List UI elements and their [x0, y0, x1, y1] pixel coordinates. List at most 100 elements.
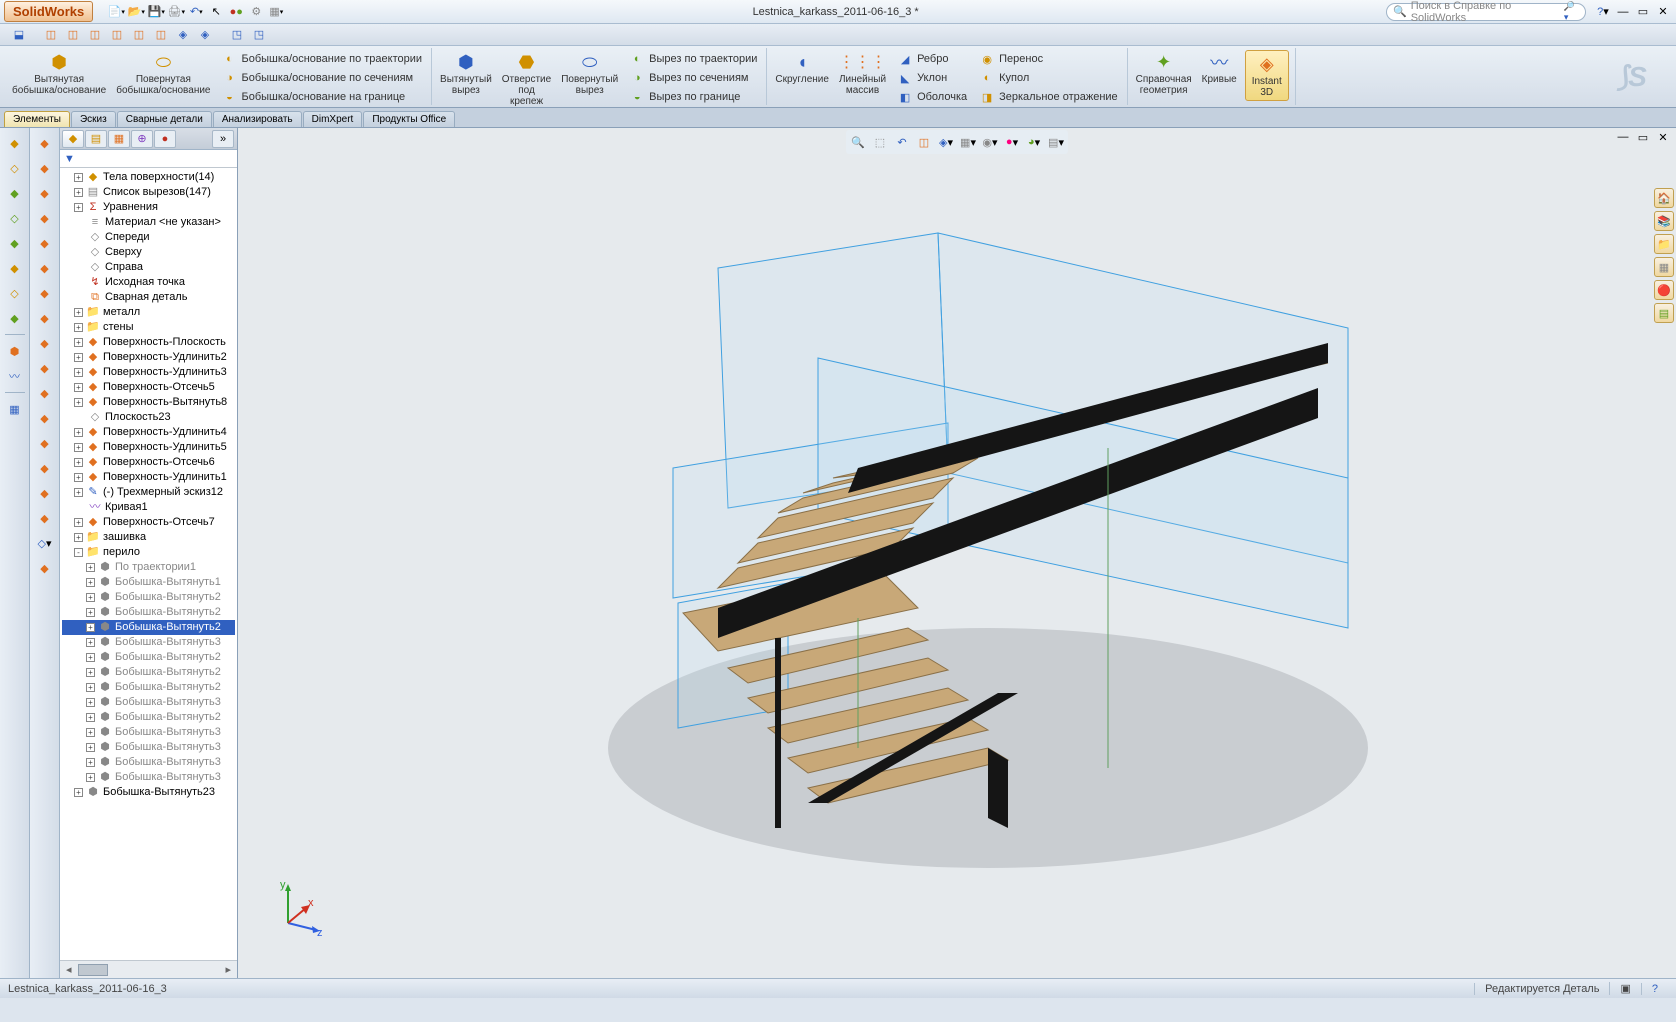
tree-item[interactable]: +⬢Бобышка-Вытянуть2	[62, 590, 235, 605]
extruded-boss-button[interactable]: ⬢ Вытянутаябобышка/основание	[10, 50, 108, 106]
status-icon2[interactable]: ?	[1641, 983, 1668, 995]
tree-item[interactable]: +◆Поверхность-Плоскость	[62, 335, 235, 350]
tree-item[interactable]: +✎(-) Трехмерный эскиз12	[62, 485, 235, 500]
tree-expander[interactable]: +	[86, 563, 95, 572]
tree-item[interactable]: +⬢Бобышка-Вытянуть2	[62, 650, 235, 665]
tree-expander[interactable]: +	[74, 518, 83, 527]
tree-item[interactable]: ◇Плоскость23	[62, 410, 235, 425]
vt2-btn2[interactable]: ◆	[34, 157, 56, 179]
vt2-btn7[interactable]: ◆	[34, 282, 56, 304]
tree-expander[interactable]: +	[74, 173, 83, 182]
tree-expander[interactable]: +	[74, 308, 83, 317]
view-bottom-button[interactable]: ◫	[152, 26, 170, 44]
tree-expander[interactable]: +	[86, 743, 95, 752]
feature-tree[interactable]: +◆Тела поверхности(14)+▤Список вырезов(1…	[60, 168, 237, 960]
search-go-icon[interactable]: 🔎▾	[1564, 1, 1579, 23]
vt1-btn10[interactable]: 〰	[4, 365, 26, 387]
tree-expander[interactable]: +	[74, 353, 83, 362]
vt1-btn2[interactable]: ◇	[4, 157, 26, 179]
tree-item[interactable]: +◆Поверхность-Удлинить4	[62, 425, 235, 440]
orientation-triad[interactable]: y z x	[268, 878, 328, 938]
tree-expander[interactable]: +	[74, 203, 83, 212]
tree-item[interactable]: ◇Спереди	[62, 230, 235, 245]
vt2-btn12[interactable]: ◆	[34, 407, 56, 429]
tree-item[interactable]: +⬢Бобышка-Вытянуть2	[62, 665, 235, 680]
minimize-button[interactable]: —	[1614, 4, 1632, 20]
close-button[interactable]: ✕	[1654, 4, 1672, 20]
help-button[interactable]: ?▾	[1594, 4, 1612, 20]
vt2-btn11[interactable]: ◆	[34, 382, 56, 404]
taskpane-resources[interactable]: 🏠	[1654, 188, 1674, 208]
tree-item[interactable]: +⬢Бобышка-Вытянуть3	[62, 695, 235, 710]
vt2-btn16[interactable]: ◆	[34, 507, 56, 529]
tree-item[interactable]: +ΣУравнения	[62, 200, 235, 215]
tree-expander[interactable]: +	[74, 788, 83, 797]
tree-item[interactable]: +▤Список вырезов(147)	[62, 185, 235, 200]
vt2-btn17[interactable]: ◇▾	[34, 532, 56, 554]
tree-expander[interactable]: +	[74, 488, 83, 497]
tree-item[interactable]: +⬢Бобышка-Вытянуть2	[62, 680, 235, 695]
cm-tab-сварные-детали[interactable]: Сварные детали	[117, 111, 212, 127]
view-left-button[interactable]: ◫	[86, 26, 104, 44]
tree-item[interactable]: ≡Материал <не указан>	[62, 215, 235, 230]
rib-button[interactable]: ◢Ребро	[894, 50, 970, 68]
dome-button[interactable]: ◐Купол	[976, 69, 1121, 87]
tree-tab-more[interactable]: »	[212, 130, 234, 148]
tree-tab-featuremanager[interactable]: ◆	[62, 130, 84, 148]
taskpane-file-explorer[interactable]: 📁	[1654, 234, 1674, 254]
vt1-btn6[interactable]: ◆	[4, 257, 26, 279]
tree-item[interactable]: +📁стены	[62, 320, 235, 335]
tree-expander[interactable]: +	[86, 578, 95, 587]
view-right-button[interactable]: ◫	[108, 26, 126, 44]
tree-item[interactable]: +◆Поверхность-Отсечь7	[62, 515, 235, 530]
tree-expander[interactable]: +	[74, 188, 83, 197]
qat-options-button[interactable]: ⚙	[247, 3, 265, 21]
tree-expander[interactable]: +	[86, 668, 95, 677]
tree-item[interactable]: +⬢Бобышка-Вытянуть3	[62, 740, 235, 755]
tree-expander[interactable]: +	[74, 398, 83, 407]
vt1-btn5[interactable]: ◆	[4, 232, 26, 254]
tree-item[interactable]: +◆Поверхность-Вытянуть8	[62, 395, 235, 410]
boundary-boss-button[interactable]: ◒Бобышка/основание на границе	[219, 88, 426, 106]
tree-tab-dimxpert[interactable]: ⊕	[131, 130, 153, 148]
view-cube2-button[interactable]: ◳	[250, 26, 268, 44]
tree-item[interactable]: +📁зашивка	[62, 530, 235, 545]
doc-minimize-button[interactable]: —	[1614, 129, 1632, 145]
tree-item[interactable]: +⬢Бобышка-Вытянуть2	[62, 620, 235, 635]
vt1-btn8[interactable]: ◆	[4, 307, 26, 329]
view-front-button[interactable]: ◫	[42, 26, 60, 44]
vt1-btn4[interactable]: ◇	[4, 207, 26, 229]
tree-item[interactable]: +◆Поверхность-Отсечь5	[62, 380, 235, 395]
wrap-button[interactable]: ◉Перенос	[976, 50, 1121, 68]
tree-expander[interactable]: +	[86, 623, 95, 632]
taskpane-appearances[interactable]: 🔴	[1654, 280, 1674, 300]
vt2-btn6[interactable]: ◆	[34, 257, 56, 279]
qat-print-button[interactable]: 🖨▾	[167, 3, 185, 21]
tree-item[interactable]: +⬢Бобышка-Вытянуть3	[62, 725, 235, 740]
qat-undo-button[interactable]: ↶▾	[187, 3, 205, 21]
qat-open-button[interactable]: 📂▾	[127, 3, 145, 21]
tree-expander[interactable]: +	[86, 698, 95, 707]
tree-expander[interactable]: +	[74, 323, 83, 332]
vt2-btn13[interactable]: ◆	[34, 432, 56, 454]
vt2-btn15[interactable]: ◆	[34, 482, 56, 504]
tree-expander[interactable]: +	[86, 758, 95, 767]
qat-save-button[interactable]: 💾▾	[147, 3, 165, 21]
tree-tab-propertymanager[interactable]: ▤	[85, 130, 107, 148]
tree-item[interactable]: ↯Исходная точка	[62, 275, 235, 290]
vt1-btn11[interactable]: ▦	[4, 398, 26, 420]
tree-item[interactable]: +⬢Бобышка-Вытянуть2	[62, 605, 235, 620]
tree-expander[interactable]: +	[74, 443, 83, 452]
view-orient-button[interactable]: ⬓	[10, 26, 28, 44]
instant3d-button[interactable]: ◈ Instant3D	[1245, 50, 1289, 101]
tree-expander[interactable]: +	[86, 728, 95, 737]
status-icon1[interactable]: ▣	[1609, 982, 1640, 995]
doc-close-button[interactable]: ✕	[1654, 129, 1672, 145]
revolved-cut-button[interactable]: ⬭ Повернутыйвырез	[559, 50, 620, 108]
view-cube-button[interactable]: ◳	[228, 26, 246, 44]
tree-item[interactable]: +◆Поверхность-Удлинить3	[62, 365, 235, 380]
restore-button[interactable]: ▭	[1634, 4, 1652, 20]
tree-item[interactable]: +⬢Бобышка-Вытянуть3	[62, 635, 235, 650]
vt1-btn1[interactable]: ◆	[4, 132, 26, 154]
taskpane-custom-props[interactable]: ▤	[1654, 303, 1674, 323]
